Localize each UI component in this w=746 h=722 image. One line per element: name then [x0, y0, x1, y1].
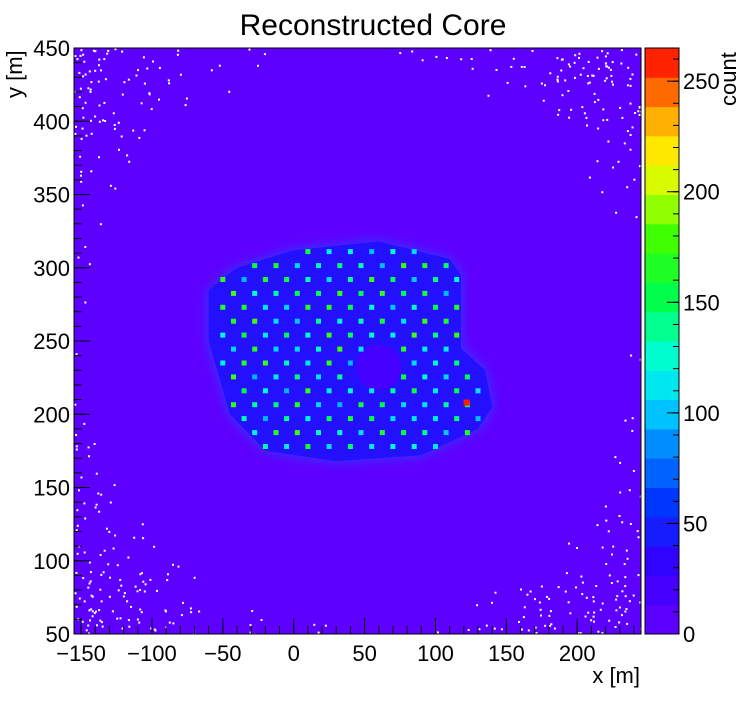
axes: −150 −100 −50 0 50 100 150 200 50 100 150 200 250 300…	[33, 36, 635, 666]
x-tick-label: −150	[56, 641, 106, 666]
y-tick-label: 100	[33, 549, 70, 574]
y-tick-label: 400	[33, 109, 70, 134]
y-tick-label: 50	[46, 622, 70, 647]
x-tick-label: 100	[417, 641, 454, 666]
y-tick-label: 200	[33, 402, 70, 427]
footprint-region	[208, 241, 493, 462]
color-scale-tick-label: 100	[683, 401, 720, 426]
y-tick-label: 350	[33, 183, 70, 208]
empty-bins	[74, 48, 643, 636]
y-tick-label: 150	[33, 476, 70, 501]
x-tick-label: 50	[352, 641, 376, 666]
x-tick-label: 200	[559, 641, 596, 666]
color-scale-tick-label: 150	[683, 290, 720, 315]
color-scale-title: count	[716, 52, 741, 106]
chart-title: Reconstructed Core	[240, 9, 507, 42]
y-tick-label: 300	[33, 256, 70, 281]
hotspot	[463, 399, 470, 406]
color-scale-tick-label: 200	[683, 180, 720, 205]
y-tick-label: 250	[33, 329, 70, 354]
color-scale: 0 50 100 150 200 250	[644, 47, 720, 647]
x-tick-label: 0	[288, 641, 300, 666]
x-tick-label: 150	[488, 641, 525, 666]
x-tick-label: −50	[204, 641, 241, 666]
x-tick-label: −100	[127, 641, 177, 666]
footprint-notch	[356, 344, 402, 391]
y-tick-label: 450	[33, 36, 70, 61]
color-scale-tick-label: 0	[683, 622, 695, 647]
y-axis-title: y [m]	[2, 50, 27, 98]
color-scale-tick-label: 50	[683, 511, 707, 536]
x-axis-title: x [m]	[592, 663, 640, 688]
plot-area	[73, 47, 643, 636]
color-scale-tick-label: 250	[683, 69, 720, 94]
